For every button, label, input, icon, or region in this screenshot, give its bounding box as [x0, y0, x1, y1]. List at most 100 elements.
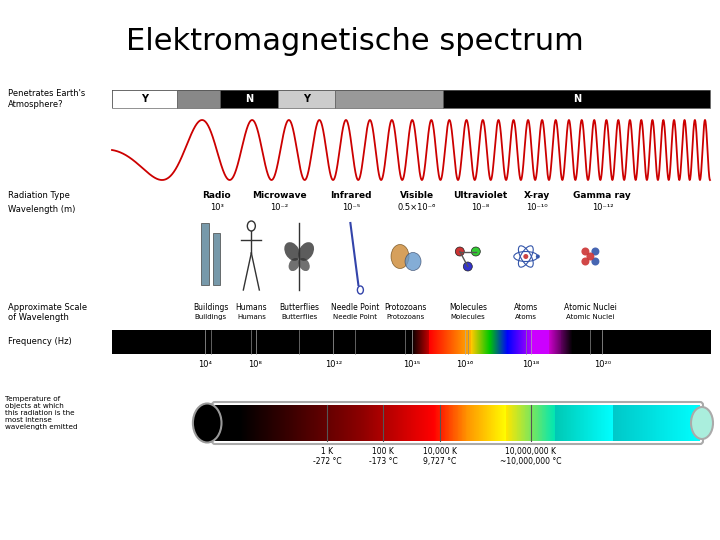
Bar [342, 405, 343, 441]
Bar [347, 330, 348, 354]
Text: Visible: Visible [400, 191, 434, 199]
Bar [357, 405, 359, 441]
Bar [590, 330, 591, 354]
Bar [314, 405, 315, 441]
Bar [681, 330, 683, 354]
Bar [494, 405, 495, 441]
Bar [264, 330, 265, 354]
Bar [538, 330, 539, 354]
Bar [657, 330, 659, 354]
Bar [399, 330, 400, 354]
Bar [672, 330, 674, 354]
Bar [237, 330, 238, 354]
Bar [526, 405, 527, 441]
Bar [559, 405, 561, 441]
Bar [619, 405, 621, 441]
Bar [626, 330, 628, 354]
Bar [368, 405, 369, 441]
Bar [558, 405, 559, 441]
Bar [517, 330, 518, 354]
Bar [577, 405, 578, 441]
Bar [583, 330, 585, 354]
Bar [456, 330, 457, 354]
Bar [303, 330, 305, 354]
Bar [616, 330, 617, 354]
Bar [168, 330, 169, 354]
Bar [459, 405, 460, 441]
Bar [398, 330, 400, 354]
Bar [289, 330, 291, 354]
Bar [516, 330, 517, 354]
Bar [401, 330, 402, 354]
Bar [354, 330, 355, 354]
Bar [581, 405, 582, 441]
Bar [658, 330, 660, 354]
Bar [667, 330, 669, 354]
Bar [266, 405, 268, 441]
Bar [697, 330, 698, 354]
Text: 10⁴: 10⁴ [198, 360, 212, 369]
Bar [664, 330, 666, 354]
Bar [329, 405, 330, 441]
Bar [568, 405, 570, 441]
Bar [576, 405, 577, 441]
Bar [238, 405, 240, 441]
Bar [269, 330, 271, 354]
Bar [593, 330, 594, 354]
Bar [302, 405, 303, 441]
Bar [495, 330, 496, 354]
Bar [582, 330, 583, 354]
Bar [621, 330, 623, 354]
Bar [544, 330, 545, 354]
Bar [339, 330, 341, 354]
Bar [609, 330, 611, 354]
Bar [119, 330, 120, 354]
Bar [212, 233, 220, 285]
Bar [302, 330, 304, 354]
Bar [679, 330, 680, 354]
Bar [227, 405, 228, 441]
Bar [616, 330, 618, 354]
Bar [408, 405, 409, 441]
Bar [418, 405, 419, 441]
Bar [256, 405, 258, 441]
Bar [690, 405, 692, 441]
Bar [440, 330, 441, 354]
Bar [338, 405, 339, 441]
Bar [364, 405, 365, 441]
Bar [278, 90, 336, 108]
Bar [387, 330, 389, 354]
Bar [112, 90, 177, 108]
Bar [463, 405, 464, 441]
Bar [220, 330, 221, 354]
Bar [356, 330, 358, 354]
Bar [212, 330, 213, 354]
Bar [454, 405, 455, 441]
Bar [544, 405, 545, 441]
Bar [390, 405, 391, 441]
Bar [481, 405, 482, 441]
Bar [638, 330, 640, 354]
Bar [480, 405, 481, 441]
Bar [258, 330, 259, 354]
Bar [228, 405, 229, 441]
Ellipse shape [691, 407, 713, 439]
Bar [260, 405, 261, 441]
Bar [638, 405, 639, 441]
Ellipse shape [299, 258, 310, 271]
Bar [139, 330, 140, 354]
Bar [508, 330, 510, 354]
Bar [250, 405, 251, 441]
Bar [629, 330, 631, 354]
Bar [649, 330, 651, 354]
Bar [388, 405, 390, 441]
Bar [336, 405, 338, 441]
Bar [338, 330, 340, 354]
Text: Humans: Humans [235, 303, 267, 312]
Bar [534, 330, 535, 354]
Bar [549, 405, 550, 441]
Bar [362, 405, 364, 441]
Bar [627, 405, 629, 441]
Bar [364, 330, 366, 354]
Bar [343, 405, 345, 441]
